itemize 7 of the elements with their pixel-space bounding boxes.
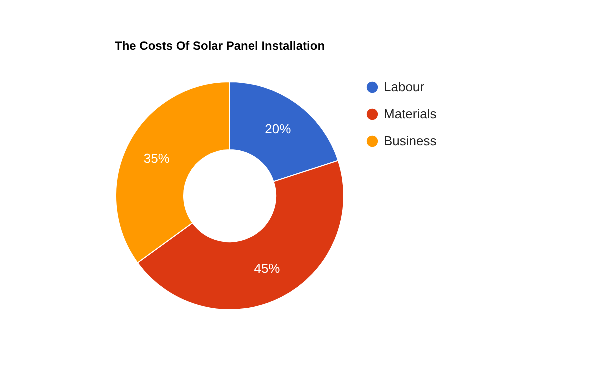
legend-label: Labour [384,80,426,94]
legend-label: Business [384,134,438,148]
legend-label: Materials [384,106,438,122]
data-label: 35% [144,150,170,166]
data-label: 20% [265,122,292,137]
chart-title: The Costs Of Solar Panel Installation [115,39,326,53]
data-label: 45% [254,261,281,276]
